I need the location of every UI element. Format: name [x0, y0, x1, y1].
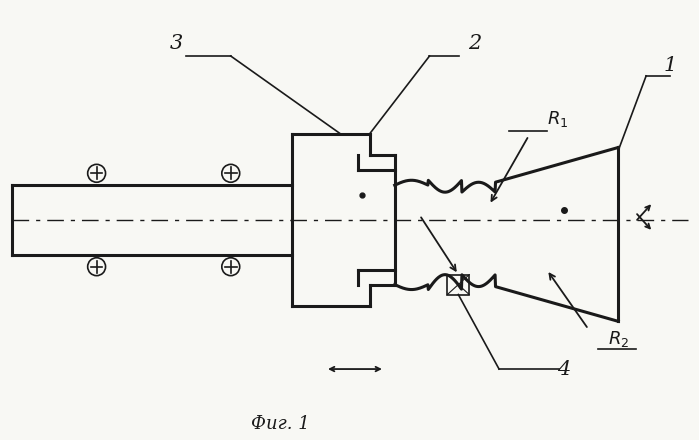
Bar	[447, 275, 469, 294]
Text: 4: 4	[557, 359, 570, 378]
Text: $R_1$: $R_1$	[547, 109, 568, 128]
Text: Фиг. 1: Фиг. 1	[251, 415, 310, 433]
Text: 1: 1	[663, 56, 677, 76]
Text: 3: 3	[169, 33, 182, 53]
Text: $R_2$: $R_2$	[608, 329, 630, 349]
Text: 2: 2	[468, 33, 481, 53]
